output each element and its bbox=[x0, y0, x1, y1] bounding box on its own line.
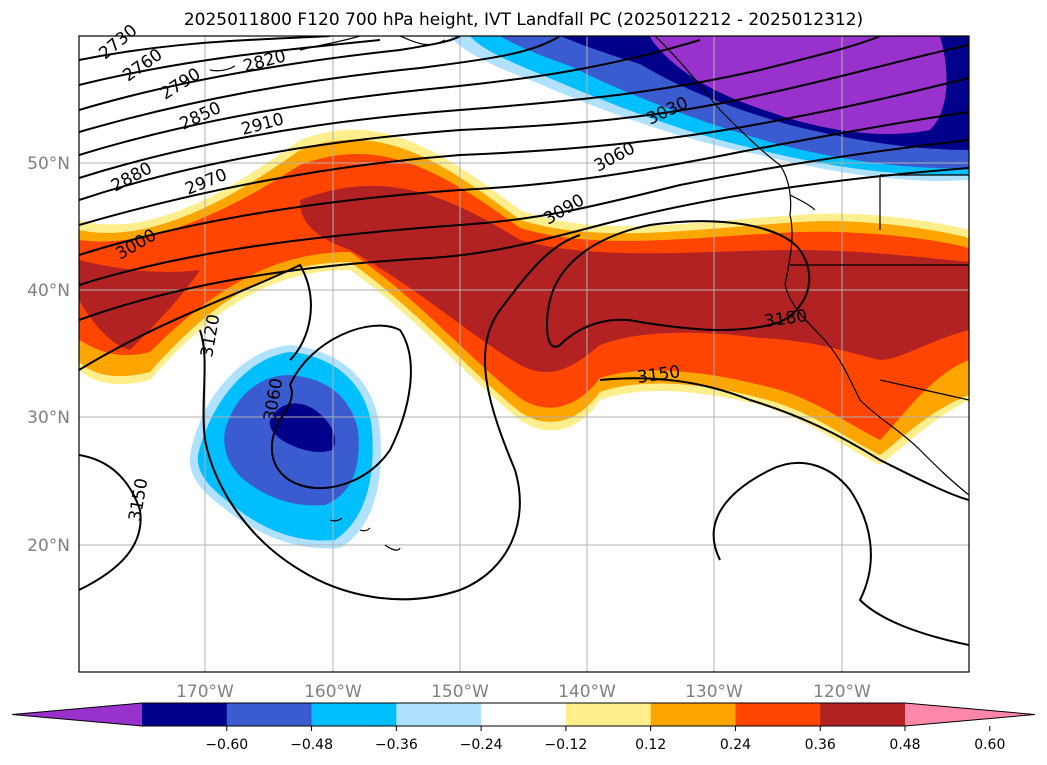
lat-label-30n: 30°N bbox=[27, 408, 70, 428]
lon-label-140w: 140°W bbox=[558, 682, 616, 702]
colorbar-swatch bbox=[226, 703, 313, 726]
colorbar-swatch bbox=[311, 703, 397, 726]
colorbar-tick-label: −0.48 bbox=[290, 737, 333, 753]
colorbar-tick-label: 0.12 bbox=[635, 737, 666, 753]
ivt-positive-west-lobe bbox=[79, 260, 200, 350]
colorbar-extend-low bbox=[12, 703, 142, 726]
gridlines bbox=[79, 36, 969, 672]
ivt-negative-low-048 bbox=[269, 403, 336, 453]
lat-label-20n: 20°N bbox=[27, 536, 70, 556]
lat-label-40n: 40°N bbox=[27, 281, 70, 301]
colorbar-swatch bbox=[142, 703, 228, 726]
colorbar-swatch bbox=[735, 703, 821, 726]
map-frame bbox=[78, 35, 970, 673]
colorbar-tick-label: 0.48 bbox=[889, 737, 920, 753]
lon-label-130w: 130°W bbox=[685, 682, 743, 702]
colorbar-tick-label: −0.24 bbox=[460, 737, 503, 753]
lon-label-150w: 150°W bbox=[431, 682, 489, 702]
lon-label-170w: 170°W bbox=[176, 682, 234, 702]
colorbar-tick-label: 0.60 bbox=[974, 737, 1005, 753]
colorbar-swatch bbox=[650, 703, 736, 726]
colorbar-tick-label: −0.60 bbox=[205, 737, 248, 753]
colorbar-swatch bbox=[820, 703, 906, 726]
colorbar-tick-label: 0.36 bbox=[805, 737, 836, 753]
ivt-negative-north-060 bbox=[650, 36, 947, 134]
ivt-positive-060 bbox=[300, 185, 969, 373]
colorbar-extend-high bbox=[905, 703, 1035, 726]
lon-label-160w: 160°W bbox=[304, 682, 362, 702]
colorbar-swatch bbox=[481, 703, 567, 726]
lon-label-120w: 120°W bbox=[813, 682, 871, 702]
height-contours bbox=[79, 36, 969, 646]
colorbar-tick-label: −0.12 bbox=[544, 737, 587, 753]
ivt-shading bbox=[79, 36, 969, 549]
colorbar-tick-label: −0.36 bbox=[375, 737, 418, 753]
colorbar-swatch bbox=[396, 703, 482, 726]
map-title: 2025011800 F120 700 hPa height, IVT Land… bbox=[183, 10, 864, 30]
coastline bbox=[209, 36, 969, 551]
colorbar: −0.60 −0.48 −0.36 −0.24 −0.12 0.12 0.24 0.36 0.4… bbox=[11, 702, 1036, 753]
colorbar-outline bbox=[11, 702, 1036, 727]
lat-label-50n: 50°N bbox=[27, 154, 70, 174]
colorbar-swatch bbox=[565, 703, 652, 726]
colorbar-tick-label: 0.24 bbox=[720, 737, 751, 753]
